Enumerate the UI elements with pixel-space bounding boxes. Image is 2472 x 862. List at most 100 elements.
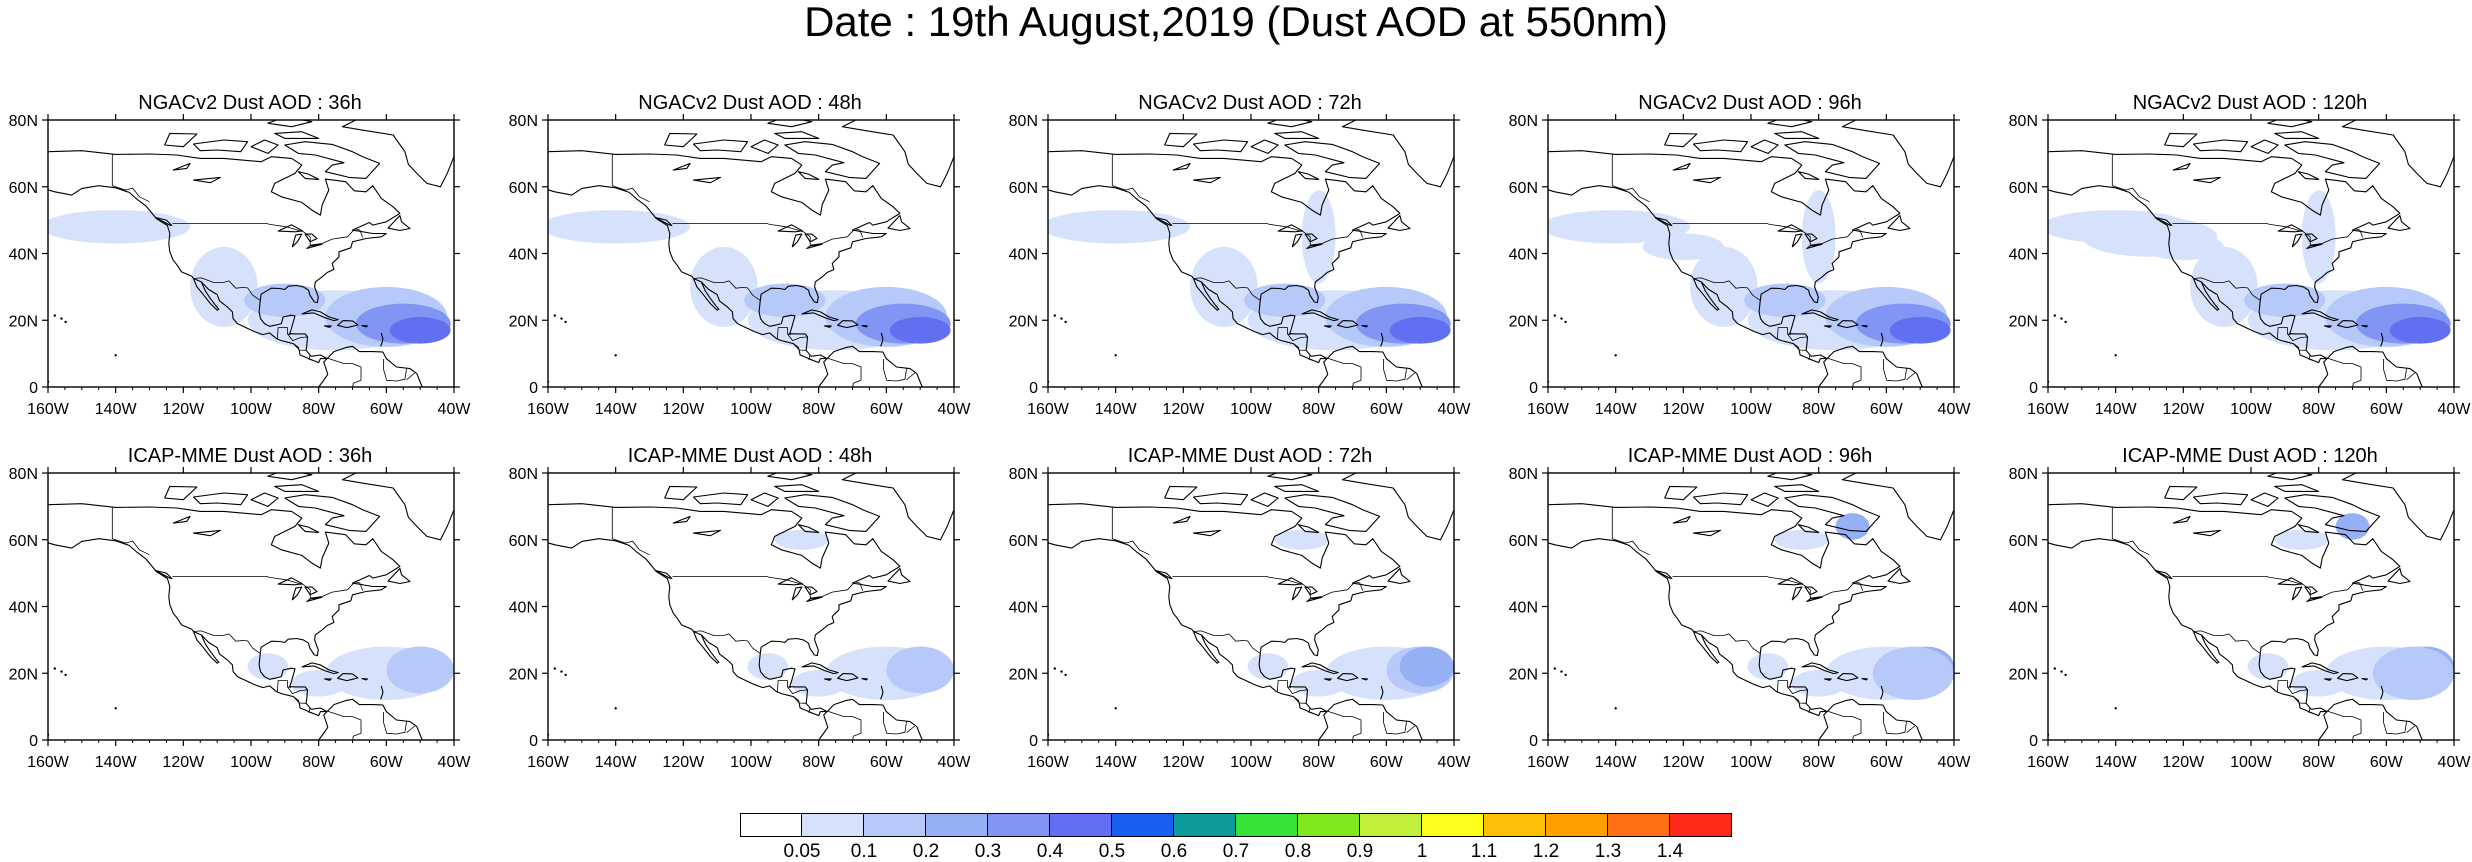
great-lakes xyxy=(2304,586,2318,596)
great-lakes xyxy=(2192,176,2222,184)
coastline xyxy=(318,711,329,740)
border xyxy=(406,725,416,734)
great-lakes xyxy=(1306,596,1323,603)
border xyxy=(1308,354,1311,361)
dust-plume-medium xyxy=(1872,646,1954,700)
colorbar-swatch xyxy=(988,813,1050,837)
lon-tick-label: 80W xyxy=(1802,754,1836,771)
lat-tick-label: 20N xyxy=(2009,666,2038,683)
lon-tick-label: 60W xyxy=(870,401,904,418)
border xyxy=(2308,707,2311,714)
coastline xyxy=(1841,120,1954,188)
dust-plume-light xyxy=(1791,670,1846,697)
great-lakes xyxy=(1192,529,1222,537)
great-lakes xyxy=(2172,515,2191,524)
lon-tick-label: 80W xyxy=(302,754,336,771)
great-lakes xyxy=(806,596,823,603)
coastline xyxy=(692,278,720,311)
coastline xyxy=(387,567,411,585)
dust-aod-map: 160W 140W 120W 100W 80W 60W 40W 80N 60N 40N 20N 0 xyxy=(2009,113,2472,418)
border xyxy=(1883,359,1907,382)
lat-tick-label: 80N xyxy=(9,466,38,483)
great-lakes xyxy=(672,162,691,171)
border xyxy=(777,327,791,339)
coastline xyxy=(267,120,313,128)
lon-tick-label: 120W xyxy=(662,754,705,771)
great-lakes xyxy=(1304,586,1318,596)
lon-tick-label: 40W xyxy=(1438,401,1472,418)
border xyxy=(672,576,864,599)
coastline xyxy=(1654,216,1673,227)
great-lakes xyxy=(2291,233,2303,248)
border xyxy=(883,712,907,735)
great-lakes xyxy=(1672,515,1691,524)
border xyxy=(1672,223,1864,246)
island-marker xyxy=(1614,707,1617,710)
island-marker xyxy=(1564,673,1567,677)
border xyxy=(787,333,808,342)
coastline xyxy=(887,567,911,585)
border xyxy=(1793,343,1807,351)
coastline xyxy=(1250,139,1279,154)
lon-tick-label: 80W xyxy=(2302,754,2336,771)
lon-tick-label: 100W xyxy=(1730,754,1773,771)
colorbar-label: 0.9 xyxy=(1346,841,1374,862)
coastline xyxy=(692,139,749,153)
coastline xyxy=(380,332,384,347)
coastline xyxy=(1192,278,1220,311)
lon-tick-label: 120W xyxy=(162,754,205,771)
lat-tick-label: 0 xyxy=(2029,380,2038,397)
lon-tick-label: 40W xyxy=(1438,754,1472,771)
coastline xyxy=(2361,678,2368,681)
coastline xyxy=(1823,325,1832,328)
border xyxy=(2308,354,2311,361)
border xyxy=(1406,725,1416,734)
map-frame xyxy=(547,119,955,388)
lat-tick-label: 60N xyxy=(509,533,538,550)
lon-tick-label: 80W xyxy=(1802,401,1836,418)
coastline xyxy=(284,494,381,532)
lon-tick-label: 160W xyxy=(1027,401,1070,418)
coastline xyxy=(1797,171,1820,180)
coastline xyxy=(1250,492,1279,507)
dust-plume-light xyxy=(791,670,846,697)
dust-plume-light xyxy=(1747,653,1789,680)
dust-plume-light xyxy=(2081,216,2218,257)
lon-tick-label: 140W xyxy=(2095,401,2138,418)
great-lakes xyxy=(806,243,823,250)
border xyxy=(1406,372,1416,381)
lon-tick-label: 160W xyxy=(2027,401,2070,418)
dust-aod-map: 160W 140W 120W 100W 80W 60W 40W 80N 60N 40N 20N 0 xyxy=(9,113,472,418)
lat-tick-label: 60N xyxy=(1509,533,1538,550)
colorbar-swatch xyxy=(1236,813,1298,837)
coastline xyxy=(1337,320,1359,329)
great-lakes xyxy=(291,233,303,248)
border xyxy=(2406,372,2416,381)
lon-tick-label: 120W xyxy=(2162,401,2205,418)
coastline xyxy=(192,139,249,153)
border xyxy=(2172,576,2364,599)
border xyxy=(308,707,311,714)
coastline xyxy=(1801,309,1839,322)
great-lakes xyxy=(1672,162,1691,171)
dust-plume-strong xyxy=(1835,513,1870,540)
coastline xyxy=(1380,332,1384,347)
great-lakes xyxy=(672,515,691,524)
great-lakes xyxy=(1172,515,1191,524)
lat-tick-label: 80N xyxy=(1009,113,1038,130)
coastline xyxy=(2318,358,2329,387)
coastline xyxy=(323,678,332,681)
lat-tick-label: 0 xyxy=(29,733,38,750)
border xyxy=(2293,343,2307,351)
coastline xyxy=(2323,678,2332,681)
colorbar-swatch xyxy=(740,813,802,837)
border xyxy=(1693,630,1761,654)
border xyxy=(693,277,761,301)
border xyxy=(1793,696,1807,704)
coastline xyxy=(664,485,698,501)
lon-tick-label: 120W xyxy=(162,401,205,418)
coastline xyxy=(2318,711,2329,740)
lon-tick-label: 60W xyxy=(2370,401,2404,418)
border xyxy=(883,359,907,382)
coastline xyxy=(1318,358,1329,387)
